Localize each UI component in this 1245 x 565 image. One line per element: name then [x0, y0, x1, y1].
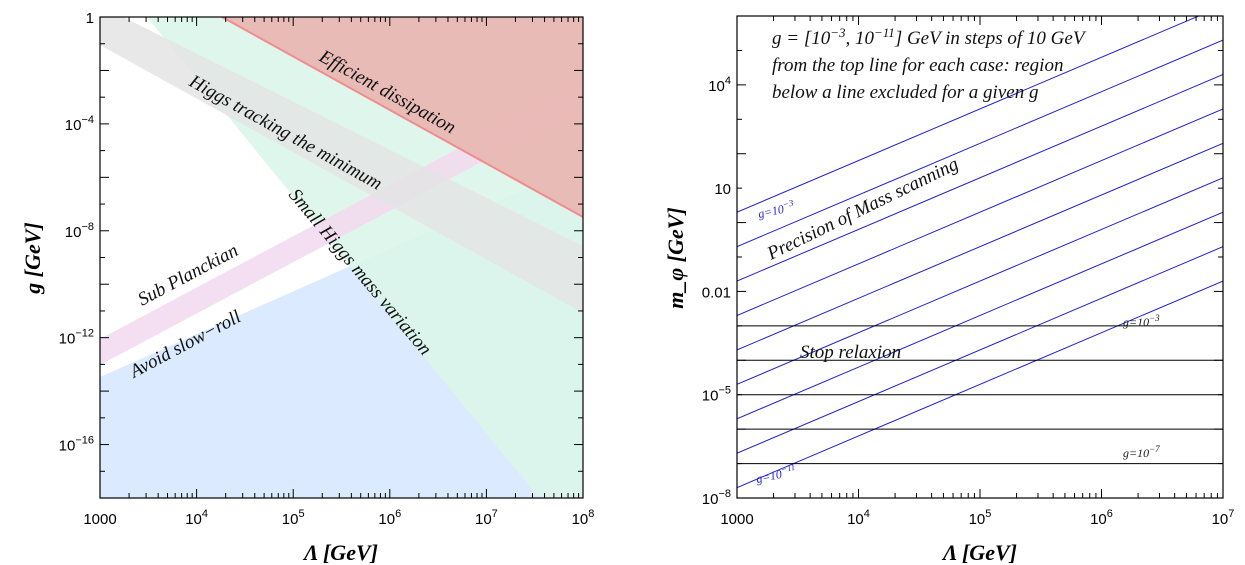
horiz-top-label: g=10−3 — [1123, 313, 1160, 329]
y-tick-label: 104 — [708, 75, 731, 95]
x-tick-label: 105 — [282, 508, 305, 528]
x-tick-label: 106 — [1090, 508, 1113, 528]
horiz-bottom-label: g=10−7 — [1123, 444, 1160, 460]
left-x-axis-title: Λ [GeV] — [302, 540, 378, 565]
right-chart: 1000 104 105 106 107 104 10 0.01 10−5 10−8 g = [1… — [663, 15, 1235, 565]
y-tick-label: 0.01 — [702, 284, 731, 301]
mass-scan-line — [737, 177, 1223, 385]
x-tick-label: 104 — [847, 508, 870, 528]
y-tick-label: 10−5 — [702, 385, 731, 405]
x-tick-label: 105 — [969, 508, 992, 528]
info-line-2: from the top line for each case: region — [772, 55, 1063, 76]
x-tick-label: 108 — [572, 508, 595, 528]
y-tick-label: 1 — [86, 10, 94, 27]
x-tick-label: 106 — [378, 508, 401, 528]
right-y-axis-title: m_φ [GeV] — [663, 207, 688, 308]
info-line-1: g = [10−3, 10−11] GeV in steps of 10 GeV — [772, 25, 1087, 49]
x-tick-label: 1000 — [720, 511, 753, 528]
right-x-axis-title: Λ [GeV] — [941, 540, 1017, 565]
efficient-dissipation-edge — [221, 17, 583, 218]
x-tick-label: 104 — [185, 508, 208, 528]
mass-scan-line — [737, 280, 1223, 489]
mass-scan-line — [737, 16, 1200, 213]
x-tick-label: 107 — [1212, 508, 1235, 528]
right-lines — [737, 16, 1223, 489]
y-tick-label: 10−8 — [702, 488, 731, 508]
sub-planckian-region — [100, 82, 583, 365]
y-tick-label: 10 — [714, 181, 731, 198]
diag-top-label: g=10−3 — [756, 198, 796, 221]
diag-bottom-label: g=10−11 — [754, 462, 797, 486]
mass-scan-line — [737, 108, 1223, 316]
higgs-tracking-region — [100, 17, 583, 313]
y-tick-label: 10−4 — [65, 114, 94, 134]
x-tick-label: 1000 — [83, 511, 116, 528]
x-tick-label: 107 — [475, 508, 498, 528]
y-tick-label: 10−8 — [65, 221, 94, 241]
left-ticks: 1000 104 105 106 107 108 1 10−4 10−8 10−12 10−16 — [59, 10, 595, 528]
mass-scan-line — [737, 74, 1223, 282]
right-ticks: 1000 104 105 106 107 104 10 0.01 10−5 10−8 — [702, 15, 1235, 528]
y-tick-label: 10−16 — [59, 435, 94, 455]
y-tick-label: 10−12 — [59, 328, 94, 348]
mass-scan-line — [737, 142, 1223, 351]
mass-scan-line — [737, 246, 1223, 454]
info-line-3: below a line excluded for a given g — [772, 82, 1038, 103]
mass-scan-line — [737, 211, 1223, 420]
mass-scan-line — [737, 39, 1223, 248]
precision-label: Precision of Mass scanning — [763, 154, 962, 265]
left-y-axis-title: g [GeV] — [20, 222, 45, 294]
stop-relaxion-label: Stop relaxion — [800, 342, 901, 363]
